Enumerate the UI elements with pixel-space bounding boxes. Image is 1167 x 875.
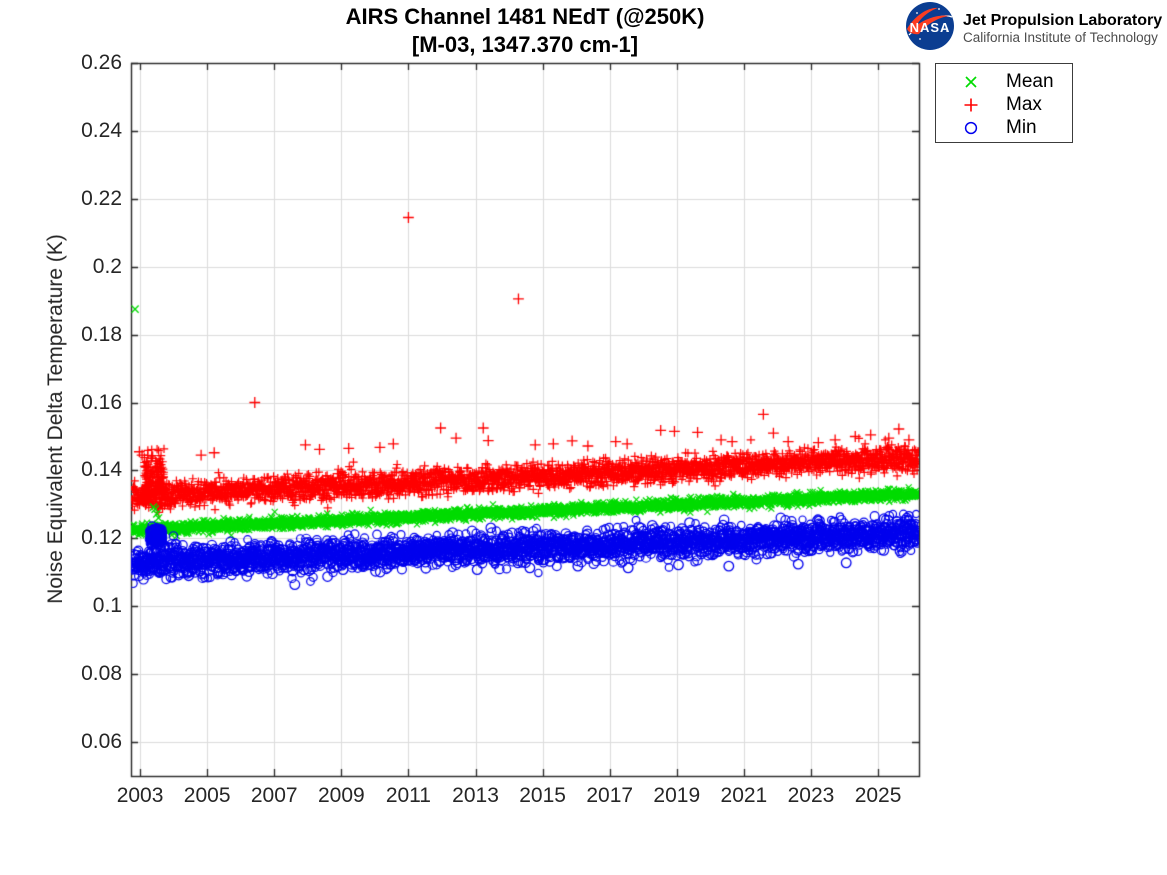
mean-x-marker-icon bbox=[936, 74, 1006, 90]
y-tick-label: 0.12 bbox=[81, 526, 122, 550]
legend-label-mean: Mean bbox=[1006, 70, 1054, 92]
y-tick-label: 0.18 bbox=[81, 322, 122, 346]
legend-label-max: Max bbox=[1006, 93, 1042, 115]
chart-title-block: AIRS Channel 1481 NEdT (@250K) [M-03, 13… bbox=[131, 3, 919, 59]
org-name: Jet Propulsion Laboratory bbox=[963, 11, 1163, 29]
org-sub: California Institute of Technology bbox=[963, 29, 1158, 45]
min-circle-marker-icon bbox=[936, 120, 1006, 136]
legend-item-max: Max bbox=[936, 93, 1072, 116]
svg-text:NASA: NASA bbox=[910, 20, 951, 35]
legend-label-min: Min bbox=[1006, 116, 1037, 138]
y-tick-label: 0.1 bbox=[92, 594, 122, 618]
y-tick-label: 0.08 bbox=[81, 662, 122, 686]
y-tick-label: 0.06 bbox=[81, 730, 122, 754]
x-tick-label: 2025 bbox=[854, 784, 902, 807]
chart-subtitle: [M-03, 1347.370 cm-1] bbox=[411, 32, 639, 57]
jpl-text: Jet Propulsion Laboratory California Ins… bbox=[963, 11, 1162, 46]
x-tick-label: 2003 bbox=[116, 784, 164, 807]
x-tick-label: 2005 bbox=[183, 784, 231, 807]
legend: Mean Max Min bbox=[935, 63, 1073, 143]
x-tick-label: 2017 bbox=[586, 784, 634, 807]
x-tick-label: 2019 bbox=[653, 784, 701, 807]
x-tick-label: 2009 bbox=[317, 784, 365, 807]
jpl-header: NASA Jet Propulsion Laboratory Californi… bbox=[905, 1, 1162, 56]
y-tick-label: 0.2 bbox=[92, 254, 122, 278]
y-tick-label: 0.22 bbox=[81, 186, 122, 210]
x-tick-label: 2007 bbox=[250, 784, 298, 807]
y-tick-label: 0.24 bbox=[81, 118, 122, 142]
x-tick-label: 2011 bbox=[385, 784, 431, 807]
x-tick-label: 2023 bbox=[787, 784, 835, 807]
x-tick-label: 2021 bbox=[720, 784, 768, 807]
x-tick-label: 2013 bbox=[452, 784, 499, 807]
y-tick-label: 0.16 bbox=[81, 390, 122, 414]
y-tick-label: 0.26 bbox=[81, 51, 122, 74]
x-tick-label: 2015 bbox=[519, 784, 566, 807]
chart-title: AIRS Channel 1481 NEdT (@250K) bbox=[345, 4, 705, 29]
legend-item-min: Min bbox=[936, 116, 1072, 139]
legend-item-mean: Mean bbox=[936, 70, 1072, 93]
nasa-logo-icon: NASA bbox=[905, 1, 955, 56]
max-plus-marker-icon bbox=[936, 97, 1006, 113]
y-tick-label: 0.14 bbox=[81, 458, 122, 482]
